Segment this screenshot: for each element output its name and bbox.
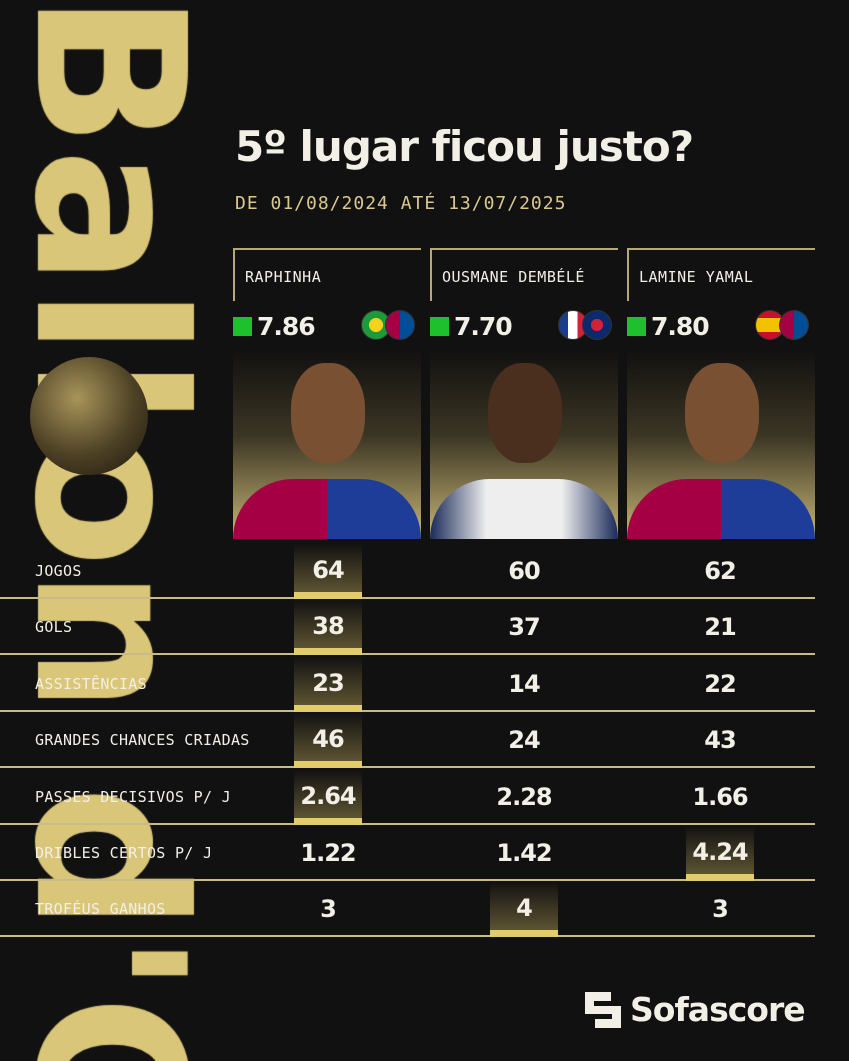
brand-name: Sofascore — [630, 990, 806, 1029]
stat-row: JOGOS 64 60 62 — [0, 543, 815, 599]
player-rating: 7.70 — [454, 311, 513, 341]
stat-row: ASSISTÊNCIAS 23 14 22 — [0, 655, 815, 712]
stat-value: 4 — [490, 881, 558, 938]
sofascore-logo: Sofascore — [585, 990, 806, 1029]
stat-label: ASSISTÊNCIAS — [35, 674, 147, 693]
stat-label: GRANDES CHANCES CRIADAS — [35, 731, 250, 750]
sofascore-logo-icon — [585, 991, 621, 1028]
rating-badge-icon — [430, 316, 449, 336]
player-column: OUSMANE DEMBÉLÉ 7.70 — [430, 248, 618, 539]
player-name: LAMINE YAMAL — [627, 248, 815, 301]
stat-row: DRIBLES CERTOS P/ J 1.22 1.42 4.24 — [0, 825, 815, 881]
stat-value: 23 — [294, 655, 362, 712]
player-rating: 7.86 — [257, 311, 316, 341]
fc-barcelona-crest-icon — [385, 310, 415, 340]
stat-label: PASSES DECISIVOS P/ J — [35, 787, 231, 806]
player-name: OUSMANE DEMBÉLÉ — [430, 248, 618, 301]
stat-value: 46 — [294, 712, 362, 769]
stat-value: 1.66 — [692, 782, 748, 811]
stat-label: GOLS — [35, 618, 73, 637]
stat-value: 2.64 — [294, 768, 362, 825]
stat-row: PASSES DECISIVOS P/ J 2.64 2.28 1.66 — [0, 768, 815, 825]
player-photo — [430, 351, 618, 539]
player-photo — [627, 351, 815, 539]
stat-value: 24 — [508, 726, 540, 755]
player-column: RAPHINHA 7.86 — [233, 248, 421, 539]
ballon-dor-background-logo — [0, 0, 230, 1061]
fc-barcelona-crest-icon — [779, 310, 809, 340]
stat-label: DRIBLES CERTOS P/ J — [35, 844, 213, 862]
stat-value: 3 — [320, 895, 337, 924]
player-photo — [233, 351, 421, 539]
stat-value: 1.22 — [300, 839, 356, 867]
stat-value: 4.24 — [686, 825, 754, 881]
stat-value: 62 — [704, 557, 736, 585]
psg-crest-icon — [582, 310, 612, 340]
rating-badge-icon — [627, 316, 646, 336]
stat-value: 2.28 — [496, 782, 552, 811]
stat-value: 60 — [508, 557, 540, 585]
stat-value: 21 — [704, 613, 736, 642]
page-title: 5º lugar ficou justo? — [235, 122, 694, 171]
stat-label: TROFÉUS GANHOS — [35, 900, 166, 919]
stat-label: JOGOS — [35, 562, 82, 580]
stat-row: GRANDES CHANCES CRIADAS 46 24 43 — [0, 712, 815, 769]
stat-value: 64 — [294, 543, 362, 599]
stat-row: TROFÉUS GANHOS 3 4 3 — [0, 881, 815, 938]
player-name: RAPHINHA — [233, 248, 421, 301]
date-range: DE 01/08/2024 ATÉ 13/07/2025 — [235, 193, 567, 214]
stat-value: 3 — [712, 895, 729, 924]
stat-value: 38 — [294, 599, 362, 656]
spain-flag-icon — [755, 310, 785, 340]
stat-value: 37 — [508, 613, 540, 642]
stat-value: 1.42 — [496, 839, 552, 867]
golden-ball-image — [30, 357, 148, 475]
stat-value: 22 — [704, 669, 736, 698]
rating-badge-icon — [233, 316, 252, 336]
player-column: LAMINE YAMAL 7.80 — [627, 248, 815, 539]
stat-value: 14 — [508, 669, 540, 698]
stat-row: GOLS 38 37 21 — [0, 599, 815, 656]
player-rating: 7.80 — [651, 311, 710, 341]
stat-value: 43 — [704, 726, 736, 755]
